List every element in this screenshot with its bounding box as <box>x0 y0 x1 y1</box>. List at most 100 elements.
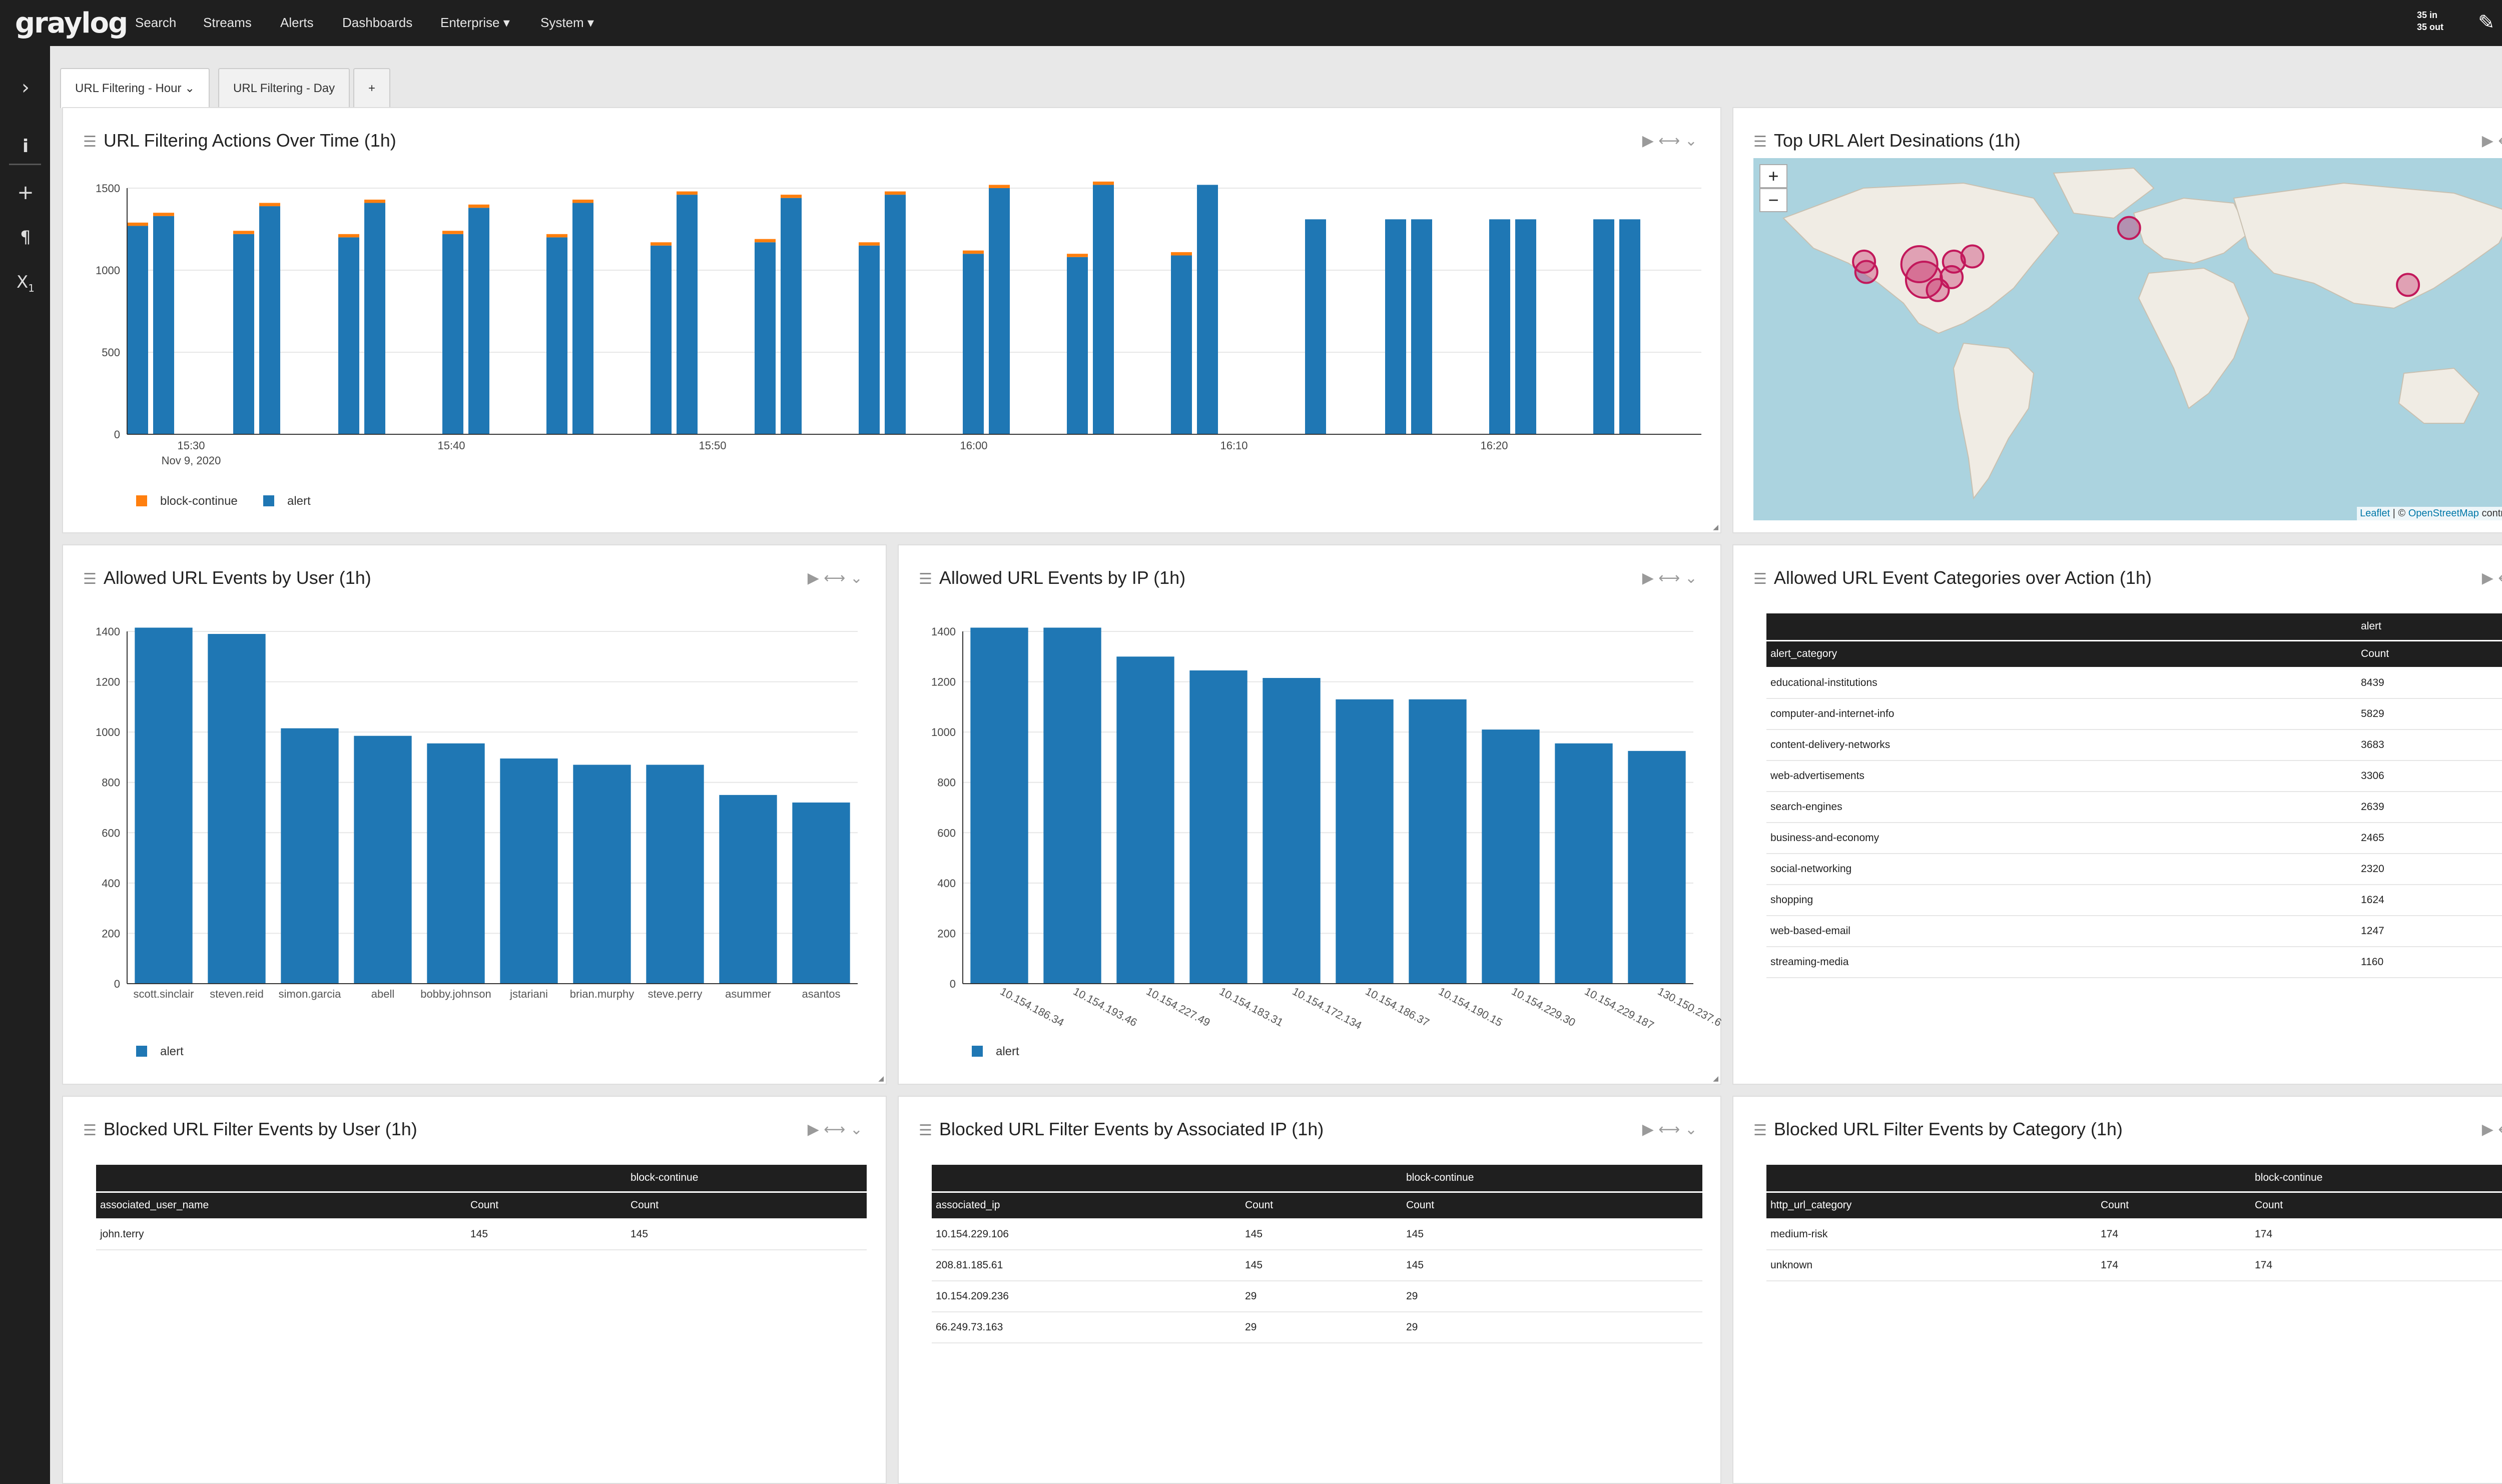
bar-alert[interactable] <box>1628 751 1686 984</box>
bar-alert[interactable] <box>468 208 489 434</box>
column-header[interactable]: associated_ip <box>932 1192 1241 1220</box>
bar-alert[interactable] <box>546 237 567 434</box>
bar-alert[interactable] <box>792 802 850 984</box>
column-header[interactable]: http_url_category <box>1766 1192 2097 1220</box>
drag-handle-icon[interactable]: ☰ <box>1753 570 1767 588</box>
zoom-in-button[interactable]: + <box>1759 164 1787 188</box>
bar-alert[interactable] <box>1171 255 1192 434</box>
bar-block-continue[interactable] <box>364 199 385 203</box>
column-header[interactable]: associated_user_name <box>96 1192 466 1220</box>
drag-handle-icon[interactable]: ☰ <box>83 570 97 588</box>
bar-alert[interactable] <box>719 795 777 984</box>
bar-alert[interactable] <box>1116 656 1174 984</box>
bar-block-continue[interactable] <box>572 199 593 203</box>
bar-alert[interactable] <box>338 237 359 434</box>
bar-block-continue[interactable] <box>442 231 463 234</box>
column-header[interactable]: alert_category <box>1766 640 2357 668</box>
map-marker[interactable] <box>2396 273 2420 297</box>
plus-icon[interactable]: + <box>17 181 34 204</box>
bar-alert[interactable] <box>1411 219 1432 434</box>
bar-alert[interactable] <box>963 254 984 434</box>
legend-item-alert[interactable]: alert <box>263 494 311 508</box>
legend-item-alert[interactable]: alert <box>972 1045 1019 1059</box>
bar-alert[interactable] <box>989 188 1010 434</box>
column-header[interactable]: Count <box>1241 1192 1402 1220</box>
bar-alert[interactable] <box>364 203 385 434</box>
resize-handle-icon[interactable]: ◢ <box>1713 1074 1718 1082</box>
map-marker[interactable] <box>1926 278 1950 302</box>
bar-alert[interactable] <box>1555 743 1613 984</box>
bar-alert[interactable] <box>1515 219 1536 434</box>
bar-alert[interactable] <box>354 735 412 984</box>
map-marker[interactable] <box>1900 245 1939 284</box>
widget-controls[interactable]: ▶ ⟷ ⌄ <box>2481 1121 2502 1138</box>
bar-alert[interactable] <box>208 634 266 984</box>
drag-handle-icon[interactable]: ☰ <box>1753 133 1767 151</box>
leaflet-link[interactable]: Leaflet <box>2360 508 2390 519</box>
bar-block-continue[interactable] <box>153 213 174 216</box>
bar-alert[interactable] <box>500 758 558 984</box>
bar-alert[interactable] <box>1409 699 1467 984</box>
bar-block-continue[interactable] <box>989 185 1010 188</box>
bar-alert[interactable] <box>677 195 698 434</box>
graylog-logo[interactable]: graylog <box>15 7 128 40</box>
bar-alert[interactable] <box>1067 257 1088 434</box>
world-map[interactable]: + − Leaflet | © OpenStreetMap contributo… <box>1753 158 2502 520</box>
nav-alerts[interactable]: Alerts <box>280 15 314 30</box>
bar-alert[interactable] <box>646 765 704 984</box>
widget-controls[interactable]: ▶ ⟷ ⌄ <box>2481 569 2502 587</box>
bar-block-continue[interactable] <box>963 250 984 254</box>
bar-alert[interactable] <box>755 242 776 434</box>
bar-alert[interactable] <box>442 234 463 434</box>
info-icon[interactable]: i <box>22 136 29 157</box>
bar-alert[interactable] <box>281 728 339 984</box>
bar-alert[interactable] <box>135 627 193 984</box>
column-header[interactable]: Count <box>2251 1192 2502 1220</box>
bar-alert[interactable] <box>885 195 906 434</box>
bar-alert[interactable] <box>1197 185 1218 434</box>
bar-alert[interactable] <box>1189 670 1247 984</box>
column-header[interactable]: Count <box>2097 1192 2251 1220</box>
bar-block-continue[interactable] <box>651 242 672 246</box>
nav-enterprise-dropdown[interactable]: Enterprise ▾ <box>440 15 510 30</box>
bar-alert[interactable] <box>233 234 254 434</box>
bar-alert[interactable] <box>1093 185 1114 434</box>
drag-handle-icon[interactable]: ☰ <box>919 570 932 588</box>
bar-alert[interactable] <box>127 226 148 434</box>
bar-alert[interactable] <box>781 198 802 434</box>
widget-controls[interactable]: ▶ ⟷ ⌄ <box>807 569 863 587</box>
bar-block-continue[interactable] <box>233 231 254 234</box>
bar-block-continue[interactable] <box>338 234 359 238</box>
bar-block-continue[interactable] <box>1067 254 1088 257</box>
bar-block-continue[interactable] <box>468 204 489 208</box>
widget-controls[interactable]: ▶ ⟷ ⌄ <box>1642 132 1697 150</box>
bar-block-continue[interactable] <box>546 234 567 238</box>
widget-controls[interactable]: ▶ ⟷ ⌄ <box>1642 1121 1697 1138</box>
bar-alert[interactable] <box>153 216 174 434</box>
map-marker[interactable] <box>1854 260 1879 284</box>
bar-alert[interactable] <box>1619 219 1640 434</box>
column-header[interactable]: Count <box>1402 1192 1702 1220</box>
bar-alert[interactable] <box>1305 219 1326 434</box>
tab-add[interactable]: + <box>353 68 391 108</box>
nav-search[interactable]: Search <box>135 15 177 30</box>
legend-item-alert[interactable]: alert <box>136 1045 184 1059</box>
chevron-right-icon[interactable]: › <box>22 76 30 99</box>
bar-alert[interactable] <box>427 743 485 984</box>
resize-handle-icon[interactable]: ◢ <box>1713 523 1718 531</box>
bar-block-continue[interactable] <box>259 203 280 207</box>
widget-controls[interactable]: ▶ ⟷ ⌄ <box>2481 132 2502 150</box>
pilcrow-icon[interactable]: ¶ <box>20 227 31 247</box>
bar-block-continue[interactable] <box>1093 181 1114 185</box>
bar-alert[interactable] <box>572 203 593 434</box>
bar-alert[interactable] <box>651 245 672 434</box>
bar-alert[interactable] <box>970 627 1028 984</box>
drag-handle-icon[interactable]: ☰ <box>919 1122 932 1139</box>
bar-alert[interactable] <box>573 765 631 984</box>
bar-alert[interactable] <box>1482 729 1540 984</box>
bar-block-continue[interactable] <box>885 191 906 195</box>
drag-handle-icon[interactable]: ☰ <box>1753 1122 1767 1139</box>
throughput-indicator[interactable]: 35 in 35 out <box>2417 9 2443 33</box>
tab-url-filtering-hour[interactable]: URL Filtering - Hour ⌄ <box>60 68 210 108</box>
nav-streams[interactable]: Streams <box>203 15 252 30</box>
